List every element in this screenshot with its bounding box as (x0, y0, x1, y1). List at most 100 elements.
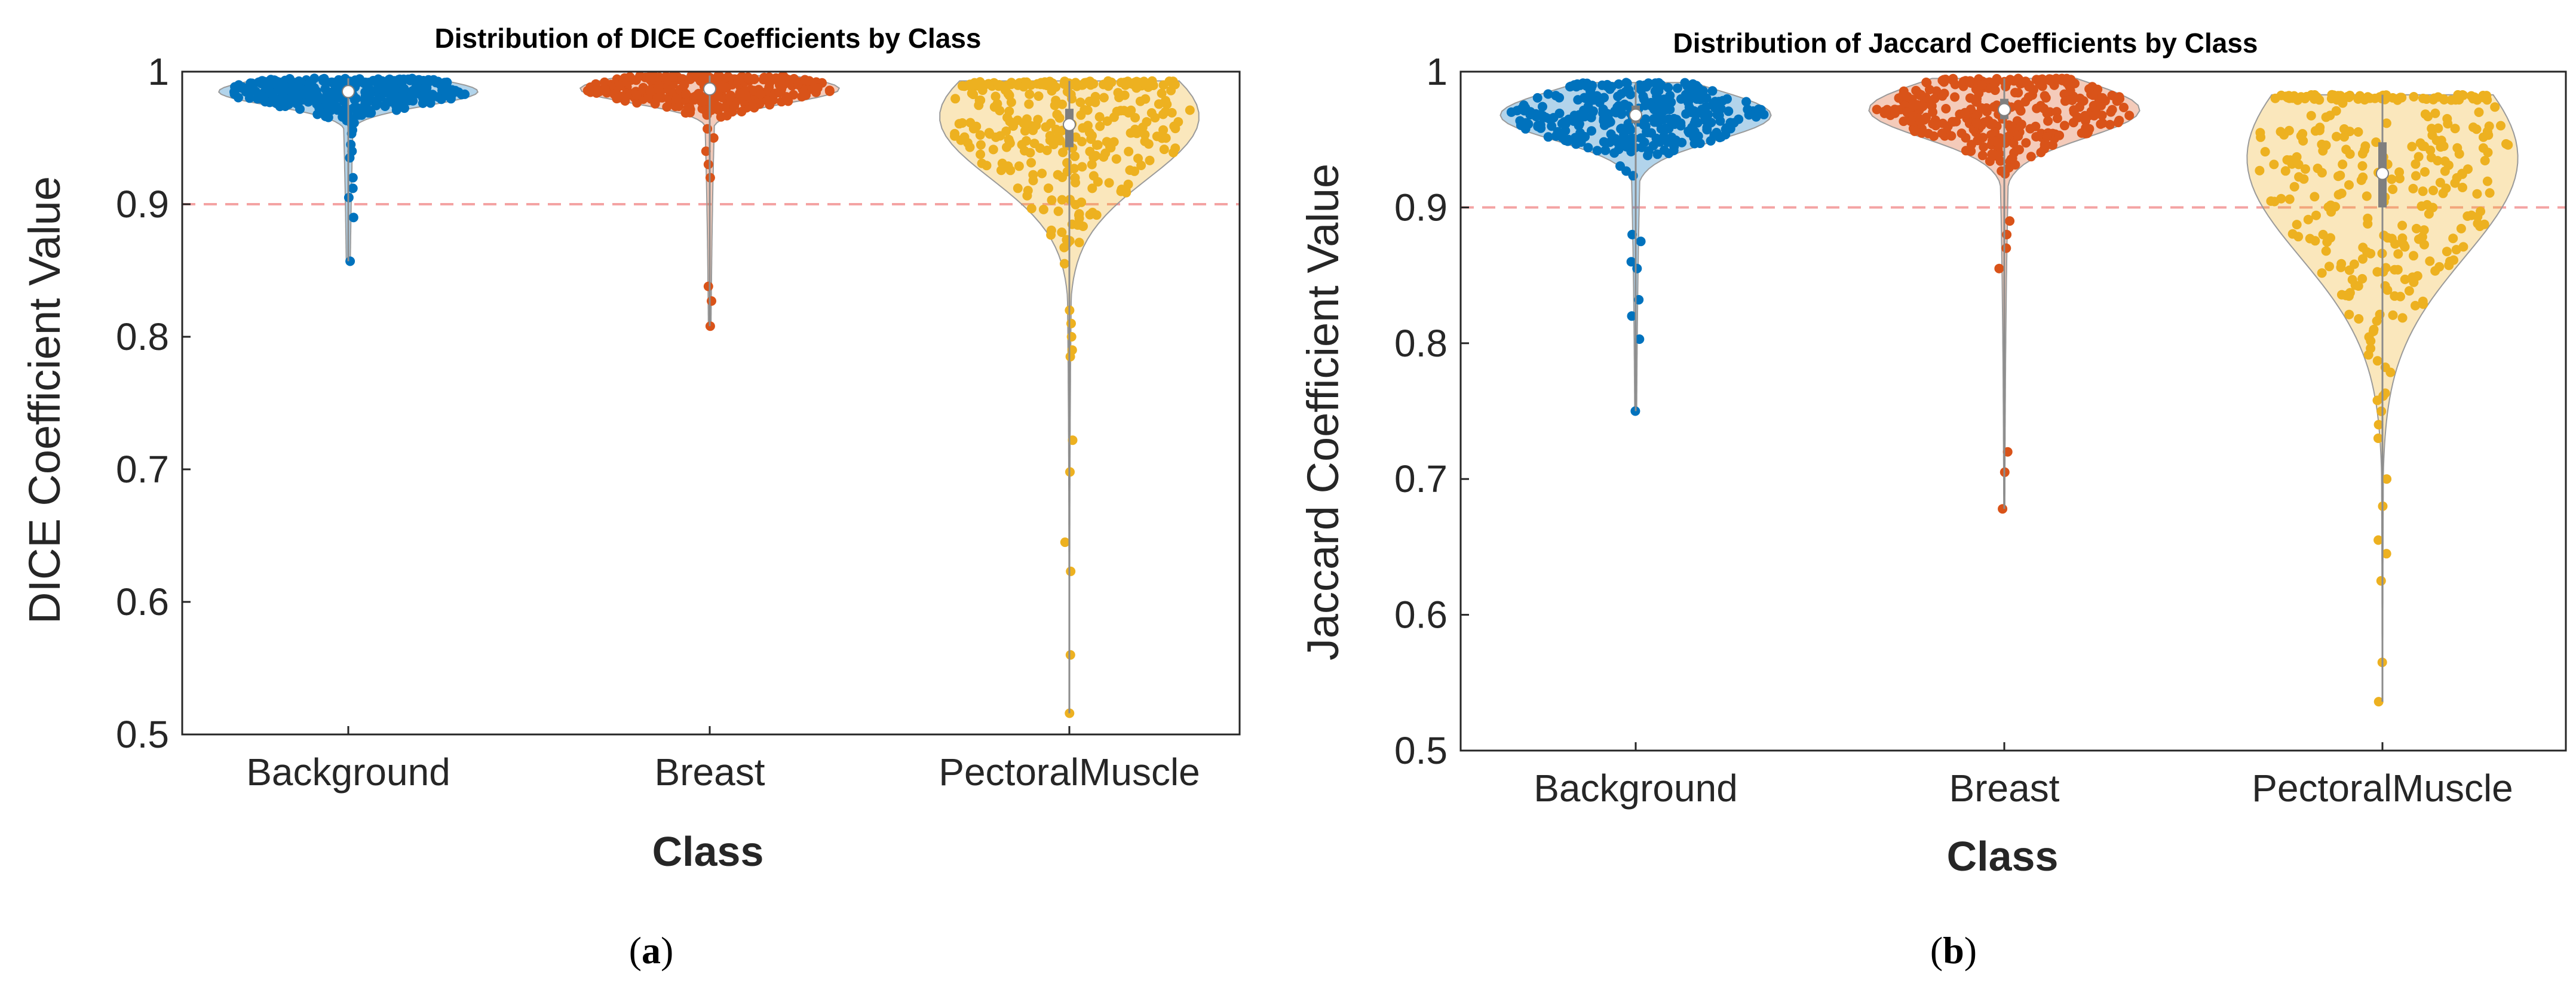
data-point (2064, 81, 2074, 91)
data-point (2052, 113, 2062, 124)
data-point (1029, 139, 1039, 149)
data-point (1634, 334, 1645, 344)
data-point (698, 72, 709, 82)
data-point (1971, 118, 1982, 128)
data-point (1872, 104, 1882, 115)
data-point (1158, 125, 1169, 135)
y-axis-label: DICE Coefficient Value (20, 176, 69, 624)
data-point (1090, 91, 1100, 102)
data-point (976, 149, 986, 159)
data-point (1158, 80, 1169, 90)
data-point (1065, 708, 1075, 718)
data-point (950, 94, 961, 104)
data-point (1066, 318, 1076, 328)
data-point (2276, 127, 2286, 137)
data-point (1087, 159, 1097, 170)
data-point (2255, 128, 2265, 138)
data-point (2471, 124, 2482, 134)
data-point (364, 90, 375, 100)
data-point (1553, 127, 1563, 137)
data-point (1074, 209, 1084, 219)
data-point (2356, 175, 2366, 185)
data-point (1759, 109, 1769, 119)
data-point (2317, 168, 2327, 178)
data-point (1915, 115, 1925, 125)
median-marker-background (1629, 108, 1642, 122)
data-point (1006, 97, 1016, 107)
data-point (2444, 260, 2454, 270)
data-point (725, 92, 735, 102)
data-point (1046, 225, 1056, 235)
data-point (991, 132, 1001, 142)
data-point (2311, 210, 2321, 220)
data-point (2353, 127, 2363, 137)
data-point (1506, 107, 1516, 117)
data-point (1060, 537, 1070, 548)
data-point (2294, 172, 2304, 182)
data-point (1062, 158, 1072, 168)
data-point (348, 173, 358, 183)
data-point (294, 76, 304, 86)
data-point (2387, 174, 2397, 185)
data-point (2442, 113, 2452, 124)
data-point (2390, 239, 2400, 249)
data-point (812, 83, 823, 93)
data-point (385, 97, 395, 107)
data-point (2084, 84, 2094, 94)
data-point (2269, 159, 2279, 170)
data-point (664, 95, 674, 105)
data-point (2409, 251, 2418, 261)
data-point (2425, 256, 2435, 266)
data-point (1070, 151, 1080, 161)
data-point (1059, 79, 1069, 89)
data-point (2293, 159, 2304, 170)
data-point (1960, 107, 1970, 118)
data-point (2366, 336, 2376, 346)
data-point (2418, 186, 2428, 196)
data-point (2310, 236, 2320, 246)
x-tick-label: Background (1534, 767, 1738, 810)
data-point (1626, 90, 1636, 100)
data-point (2330, 202, 2341, 212)
data-point (1085, 146, 1095, 156)
panel-label: (a) (629, 929, 674, 972)
data-point (2075, 102, 2084, 112)
data-point (667, 72, 677, 82)
data-point (2470, 92, 2480, 102)
data-point (2097, 93, 2108, 103)
data-point (2255, 165, 2265, 176)
y-tick-label: 0.5 (116, 713, 169, 756)
data-point (977, 85, 988, 96)
data-point (1587, 126, 1596, 136)
data-point (2062, 73, 2072, 84)
data-point (1547, 121, 1557, 131)
data-point (1084, 128, 1094, 138)
data-point (1701, 102, 1711, 112)
data-point (2067, 96, 2077, 105)
data-point (266, 75, 276, 85)
data-point (348, 183, 358, 193)
data-point (1057, 228, 1067, 237)
data-point (1626, 125, 1636, 135)
data-point (2060, 96, 2070, 106)
data-point (1087, 183, 1097, 193)
data-point (2411, 300, 2420, 310)
data-point (2414, 152, 2424, 162)
data-point (2353, 281, 2363, 291)
data-point (1152, 131, 1162, 142)
data-point (2450, 124, 2460, 134)
data-point (2420, 167, 2430, 177)
y-tick-label: 1 (1426, 50, 1448, 93)
data-point (2031, 132, 2041, 142)
data-point (2260, 147, 2270, 157)
data-point (645, 86, 655, 96)
data-point (1950, 92, 1960, 102)
data-point (2001, 243, 2011, 253)
data-point (1002, 112, 1012, 122)
data-point (1572, 79, 1583, 89)
data-point (2400, 274, 2410, 284)
data-point (2431, 136, 2442, 146)
data-point (2068, 118, 2078, 128)
data-point (1715, 116, 1725, 126)
data-point (1525, 110, 1535, 120)
